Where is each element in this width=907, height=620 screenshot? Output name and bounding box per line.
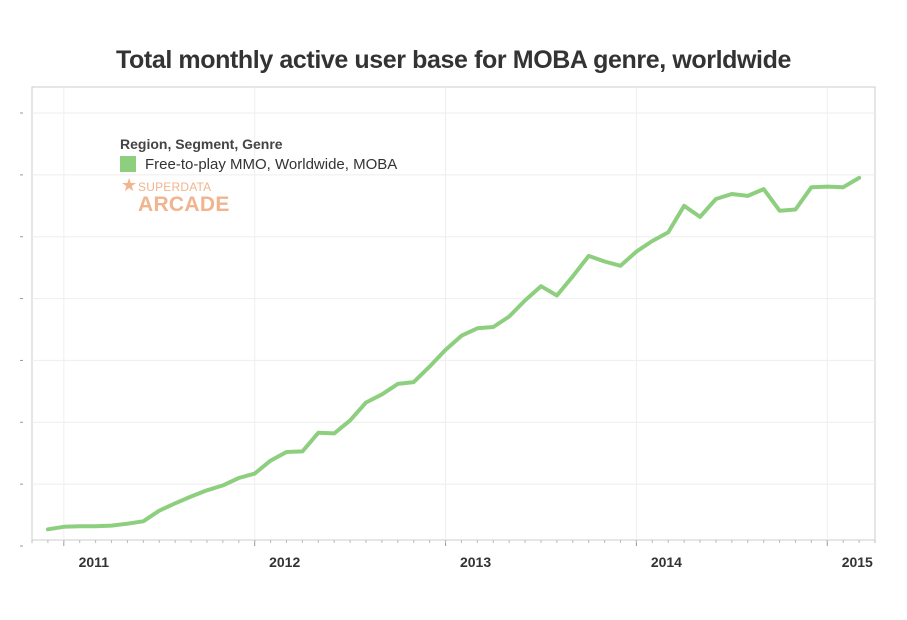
x-tick-label: 2013 <box>460 554 491 570</box>
legend-label: Free-to-play MMO, Worldwide, MOBA <box>145 156 398 173</box>
x-tick-label: 2012 <box>269 554 300 570</box>
logo-bottom-text: ARCADE <box>138 193 230 216</box>
plot-frame <box>31 86 876 541</box>
x-tick-label: 2011 <box>79 554 110 570</box>
x-tick-label: 2014 <box>651 554 682 570</box>
star-icon: ★ <box>121 175 138 196</box>
superdata-arcade-logo: ★ SUPERDATA ARCADE <box>121 175 229 219</box>
chart-title: Total monthly active user base for MOBA … <box>116 46 791 74</box>
logo-top-text: SUPERDATA <box>138 180 212 194</box>
series-line <box>45 175 862 532</box>
x-tick-label: 2015 <box>842 554 873 570</box>
legend-title: Region, Segment, Genre <box>120 136 283 152</box>
legend-swatch <box>120 156 136 172</box>
